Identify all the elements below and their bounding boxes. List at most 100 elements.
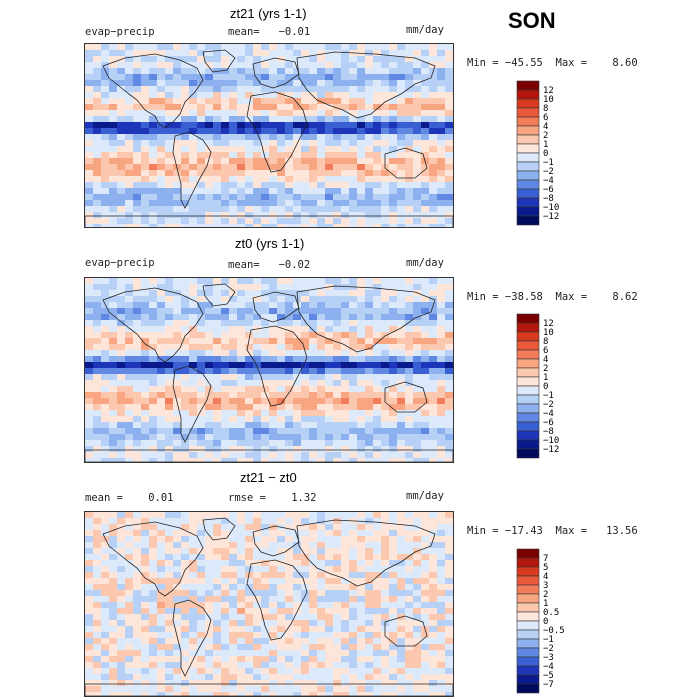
field-cell bbox=[245, 518, 254, 525]
field-cell bbox=[317, 416, 326, 423]
field-cell bbox=[93, 86, 102, 93]
field-cell bbox=[325, 98, 334, 105]
field-cell bbox=[429, 638, 438, 645]
field-cell bbox=[373, 548, 382, 555]
field-cell bbox=[109, 284, 118, 291]
field-cell bbox=[341, 398, 350, 405]
field-cell bbox=[261, 542, 270, 549]
field-cell bbox=[301, 620, 310, 627]
field-cell bbox=[389, 446, 398, 453]
field-cell bbox=[229, 638, 238, 645]
field-cell bbox=[157, 638, 166, 645]
field-cell bbox=[141, 566, 150, 573]
field-cell bbox=[405, 104, 414, 111]
field-cell bbox=[261, 674, 270, 681]
field-cell bbox=[125, 212, 134, 219]
field-cell bbox=[101, 566, 110, 573]
field-cell bbox=[165, 692, 174, 696]
field-cell bbox=[293, 224, 302, 227]
field-cell bbox=[317, 296, 326, 303]
field-cell bbox=[101, 542, 110, 549]
field-cell bbox=[341, 380, 350, 387]
field-cell bbox=[357, 422, 366, 429]
field-cell bbox=[85, 626, 94, 633]
field-cell bbox=[445, 356, 453, 363]
field-cell bbox=[389, 326, 398, 333]
field-cell bbox=[301, 608, 310, 615]
field-cell bbox=[341, 632, 350, 639]
field-cell bbox=[357, 596, 366, 603]
field-cell bbox=[269, 644, 278, 651]
field-cell bbox=[389, 566, 398, 573]
field-cell bbox=[197, 50, 206, 57]
field-cell bbox=[365, 164, 374, 171]
field-cell bbox=[173, 368, 182, 375]
field-cell bbox=[117, 224, 126, 227]
field-cell bbox=[429, 80, 438, 87]
field-cell bbox=[109, 140, 118, 147]
field-cell bbox=[333, 554, 342, 561]
field-cell bbox=[221, 128, 230, 135]
field-cell bbox=[349, 74, 358, 81]
field-cell bbox=[213, 176, 222, 183]
field-cell bbox=[357, 104, 366, 111]
field-cell bbox=[253, 206, 262, 213]
field-cell bbox=[253, 212, 262, 219]
field-cell bbox=[237, 656, 246, 663]
field-cell bbox=[445, 626, 453, 633]
field-cell bbox=[261, 422, 270, 429]
panel1-minmax: Min = −45.55 Max = 8.60 bbox=[467, 57, 638, 69]
field-cell bbox=[373, 596, 382, 603]
field-cell bbox=[341, 656, 350, 663]
colorbar-tick-label: −4 bbox=[543, 662, 554, 672]
field-cell bbox=[381, 368, 390, 375]
field-cell bbox=[341, 206, 350, 213]
field-cell bbox=[85, 152, 94, 159]
field-cell bbox=[109, 158, 118, 165]
field-cell bbox=[157, 584, 166, 591]
field-cell bbox=[149, 206, 158, 213]
field-cell bbox=[421, 368, 430, 375]
colorbar-swatch bbox=[516, 134, 540, 145]
panel3-title: zt21 − zt0 bbox=[240, 470, 297, 485]
field-cell bbox=[149, 452, 158, 459]
field-cell bbox=[93, 404, 102, 411]
field-cell bbox=[285, 314, 294, 321]
field-cell bbox=[93, 308, 102, 315]
colorbar-swatch bbox=[516, 116, 540, 127]
field-cell bbox=[389, 350, 398, 357]
field-cell bbox=[149, 170, 158, 177]
field-cell bbox=[133, 638, 142, 645]
field-cell bbox=[181, 542, 190, 549]
field-cell bbox=[429, 140, 438, 147]
field-cell bbox=[117, 566, 126, 573]
field-cell bbox=[189, 86, 198, 93]
field-cell bbox=[325, 602, 334, 609]
field-cell bbox=[189, 62, 198, 69]
field-cell bbox=[437, 536, 446, 543]
field-cell bbox=[285, 548, 294, 555]
colorbar-tick-label: −1 bbox=[543, 391, 554, 401]
field-cell bbox=[389, 524, 398, 531]
field-cell bbox=[317, 218, 326, 225]
field-cell bbox=[141, 530, 150, 537]
field-cell bbox=[261, 350, 270, 357]
field-cell bbox=[389, 392, 398, 399]
field-cell bbox=[173, 86, 182, 93]
field-cell bbox=[189, 350, 198, 357]
field-cell bbox=[389, 44, 398, 51]
field-cell bbox=[181, 644, 190, 651]
field-cell bbox=[173, 212, 182, 219]
field-cell bbox=[221, 116, 230, 123]
colorbar-tick-label: −2 bbox=[543, 400, 554, 410]
field-cell bbox=[213, 290, 222, 297]
colorbar-swatch bbox=[516, 638, 540, 649]
field-cell bbox=[221, 572, 230, 579]
field-cell bbox=[245, 554, 254, 561]
field-cell bbox=[389, 626, 398, 633]
field-cell bbox=[157, 206, 166, 213]
field-cell bbox=[125, 368, 134, 375]
field-cell bbox=[181, 308, 190, 315]
field-cell bbox=[269, 542, 278, 549]
field-cell bbox=[325, 206, 334, 213]
